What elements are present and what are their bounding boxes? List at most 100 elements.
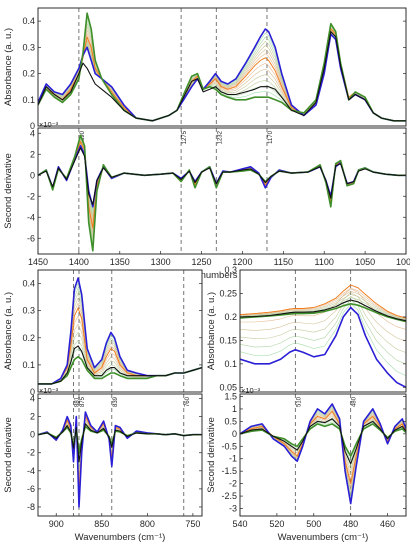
- y-tick-label: 0.3: [22, 42, 35, 52]
- panel-absorbance-left: 0 0.1 0.2 0.3 0.4 Absorbance (a. u.): [3, 269, 203, 397]
- axis-multiplier: ×10⁻³: [39, 386, 59, 395]
- axis-ticks: -3 -2.5 -2 -1.5 -1 -0.5 0 0.5 1 1.5 540 520 500 480 46…: [206, 386, 406, 543]
- spectral-curves: [38, 134, 406, 252]
- panel-second-derivative-main: 1390 1275 1232 1170 -6 -4 -2 0 2 4 1450 1400 1350 13…: [3, 120, 410, 281]
- series-start-line: [240, 403, 406, 505]
- y-tick-label: -6: [27, 233, 35, 243]
- plot-area: [37, 393, 203, 517]
- y-axis-title: Second derivative: [206, 417, 217, 493]
- x-tick-label: 520: [269, 519, 284, 529]
- y-tick-label: 0.2: [22, 69, 35, 79]
- marker-label: 1275: [182, 130, 188, 144]
- marker-label: 480: [352, 396, 358, 407]
- y-tick-label: 0.1: [22, 95, 35, 105]
- spectrum-curve: [240, 303, 406, 376]
- spectral-curves: [38, 12, 406, 122]
- x-tick-label: 1300: [151, 257, 171, 267]
- marker-lines: [294, 270, 352, 392]
- y-tick-label: 0: [30, 430, 35, 440]
- y-tick-label: 2: [30, 149, 35, 159]
- marker-label: 1390: [80, 130, 86, 144]
- x-tick-label: 1200: [232, 257, 252, 267]
- y-tick-label: 4: [30, 394, 35, 404]
- spectral-curves: [240, 403, 406, 505]
- y-axis-title: Second derivative: [3, 153, 14, 229]
- series-start-line: [240, 306, 406, 389]
- x-axis-title: Wavenumbers (cm⁻¹): [75, 532, 166, 543]
- y-axis-title: Absorbance (a. u.): [3, 28, 14, 106]
- marker-label: 875: [80, 396, 86, 407]
- marker-label: 881: [75, 396, 81, 407]
- plot-frame: [239, 393, 407, 517]
- y-tick-label: -6: [27, 484, 35, 494]
- y-tick-label: -2: [229, 479, 237, 489]
- x-tick-label: 1000: [396, 257, 410, 267]
- y-tick-label: 0.4: [22, 279, 35, 289]
- y-tick-label: 0.3: [22, 306, 35, 316]
- panel-second-derivative-left: 881 875 839 760 -8 -6 -4 -2 0 2 4 900 850 800 750 ×10⁻…: [3, 386, 203, 543]
- y-tick-label: -8: [27, 502, 35, 512]
- y-tick-label: 0.05: [219, 382, 237, 392]
- axis-multiplier: ×10⁻³: [241, 386, 261, 395]
- plot-frame: [37, 127, 407, 255]
- y-tick-label: 0: [30, 121, 35, 131]
- x-tick-label: 540: [232, 519, 247, 529]
- y-tick-label: -2: [27, 448, 35, 458]
- y-axis-title: Absorbance (a. u.): [206, 292, 217, 370]
- y-tick-label: -4: [27, 212, 35, 222]
- series-end-line: [38, 12, 406, 122]
- spectrum-curve: [240, 294, 406, 320]
- x-tick-label: 480: [343, 519, 358, 529]
- axis-multiplier: ×10⁻³: [39, 120, 59, 129]
- y-tick-label: 0.4: [22, 16, 35, 26]
- x-tick-label: 750: [185, 519, 200, 529]
- x-tick-label: 800: [140, 519, 155, 529]
- x-tick-label: 1450: [28, 257, 48, 267]
- spectrum-curve: [240, 287, 406, 319]
- spectral-curves: [38, 277, 202, 385]
- marker-lines: 1390 1275 1232 1170: [78, 128, 274, 254]
- series-average-line: [38, 31, 406, 122]
- marker-label: 760: [185, 396, 191, 407]
- x-tick-label: 1050: [355, 257, 375, 267]
- series-average-line: [38, 423, 202, 463]
- marker-label: 1232: [217, 130, 223, 144]
- y-tick-label: -0.5: [221, 441, 237, 451]
- y-tick-label: -2: [27, 191, 35, 201]
- panel-absorbance-right: 0.05 0.1 0.15 0.2 0.25 0.3 Absorbance (a. u.): [206, 265, 407, 393]
- y-tick-label: 1.5: [224, 391, 237, 401]
- axis-ticks: 0 0.1 0.2 0.3 0.4 Absorbance (a. u.): [3, 16, 406, 131]
- x-tick-label: 900: [49, 519, 64, 529]
- y-tick-label: -3: [229, 504, 237, 514]
- x-tick-label: 850: [94, 519, 109, 529]
- series-average-line: [38, 345, 202, 385]
- marker-label: 510: [296, 396, 302, 407]
- x-tick-label: 1250: [192, 257, 212, 267]
- plot-area: [37, 127, 407, 255]
- spectrum-curve: [240, 292, 406, 342]
- y-tick-label: 0: [30, 387, 35, 397]
- spectrum-curve: [240, 290, 406, 320]
- plot-frame: [37, 269, 203, 393]
- y-tick-label: 0.2: [22, 333, 35, 343]
- y-tick-label: 0.1: [224, 359, 237, 369]
- y-tick-label: -1: [229, 454, 237, 464]
- series-average-line: [240, 418, 406, 465]
- y-tick-label: 0.5: [224, 416, 237, 426]
- marker-label: 839: [113, 396, 119, 407]
- x-tick-label: 1100: [315, 257, 334, 267]
- spectral-curves: [38, 411, 202, 508]
- y-tick-label: 4: [30, 128, 35, 138]
- marker-lines: [73, 270, 185, 392]
- axis-ticks: -6 -4 -2 0 2 4 1450 1400 1350 1300 1250 1200 1150 110…: [3, 120, 410, 281]
- y-tick-label: 0.3: [224, 265, 237, 275]
- x-tick-label: 460: [380, 519, 395, 529]
- y-axis-title: Absorbance (a. u.): [3, 292, 14, 370]
- series-average-line: [240, 299, 406, 322]
- y-tick-label: -2.5: [221, 491, 237, 501]
- y-tick-label: 0.25: [219, 288, 237, 298]
- x-axis-title: Wavenumbers (cm⁻¹): [177, 270, 268, 281]
- plot-frame: [239, 269, 407, 393]
- x-tick-label: 1350: [110, 257, 130, 267]
